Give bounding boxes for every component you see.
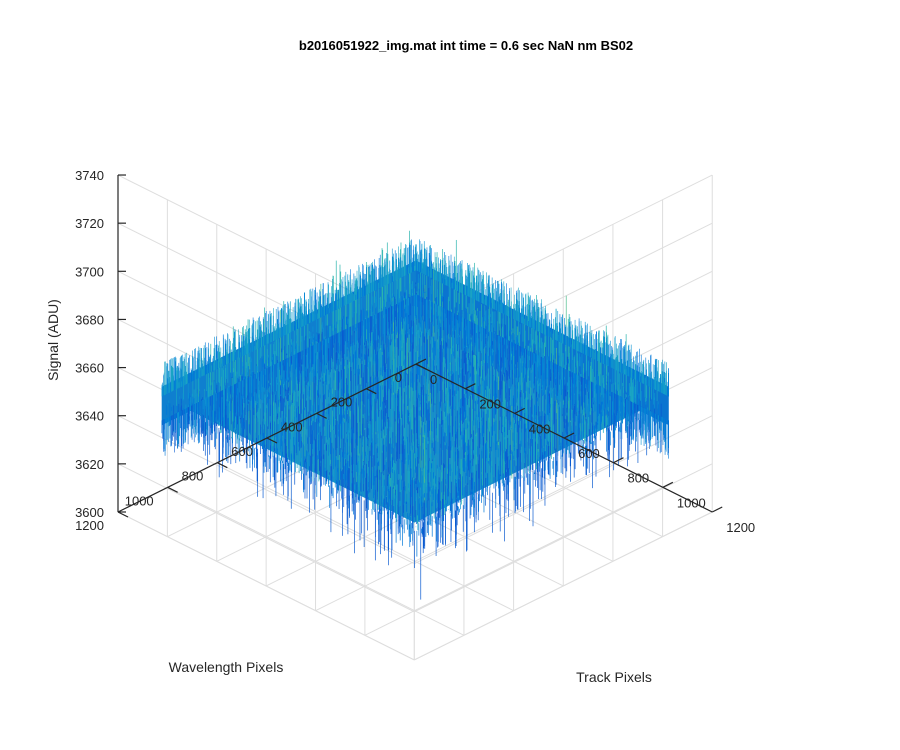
y-tick (217, 462, 228, 469)
back-wall-grid-line (117, 415, 415, 565)
axes-layer: 3600 3620 3640 3660 3680 3700 3720 3740 0 200 400 6… (75, 168, 755, 535)
x-tick (662, 481, 674, 488)
y-tick (117, 511, 129, 518)
y-tick (167, 486, 178, 493)
side-wall-grid-line (414, 511, 713, 661)
z-tick-label: 3740 (75, 168, 104, 183)
x-tick-label: 1000 (677, 495, 706, 510)
y-tick (415, 363, 427, 370)
x-tick (613, 457, 624, 464)
z-tick-label: 3660 (75, 361, 104, 376)
z-tick-label: 3680 (75, 312, 104, 327)
x-tick-label: 600 (578, 446, 600, 461)
z-tick-label: 3620 (75, 457, 104, 472)
x-tick (465, 383, 476, 390)
x-tick (514, 407, 525, 414)
z-tick-label: 3700 (75, 264, 104, 279)
x-tick (711, 506, 723, 513)
z-tick-label: 3640 (75, 409, 104, 424)
chart-title: b2016051922_img.mat int time = 0.6 sec N… (299, 38, 633, 53)
y-tick-label: 200 (331, 395, 353, 410)
x-tick-label: 800 (627, 471, 649, 486)
x-tick (563, 432, 575, 439)
x-tick-label: 200 (479, 397, 501, 412)
side-wall-grid-line (414, 415, 713, 565)
labels-layer: b2016051922_img.mat int time = 0.6 sec N… (45, 38, 652, 685)
surface-layer (161, 230, 669, 600)
y-tick-label: 400 (281, 419, 303, 434)
back-wall-grid-line (117, 511, 415, 661)
side-wall-grid-line (414, 463, 713, 613)
x-tick-label: 0 (430, 372, 437, 387)
y-tick-label: 0 (395, 370, 402, 385)
z-axis-label: Signal (ADU) (45, 299, 61, 381)
y-tick-label: 1200 (75, 518, 104, 533)
z-tick-label: 3720 (75, 216, 104, 231)
x-tick (415, 358, 427, 365)
back-wall-grid-line (117, 463, 415, 613)
surface-noise (161, 230, 669, 600)
y-tick-label: 800 (182, 469, 204, 484)
z-tick-label: 3600 (75, 505, 104, 520)
y-tick (366, 388, 377, 395)
y-tick-label: 1000 (125, 493, 154, 508)
x-tick-label: 400 (529, 421, 551, 436)
x-axis-label: Track Pixels (576, 669, 652, 685)
y-axis-label: Wavelength Pixels (169, 659, 284, 675)
y-tick (266, 437, 278, 444)
x-tick-label: 1200 (726, 520, 755, 535)
y-tick (316, 412, 327, 419)
y-tick-label: 600 (231, 444, 253, 459)
